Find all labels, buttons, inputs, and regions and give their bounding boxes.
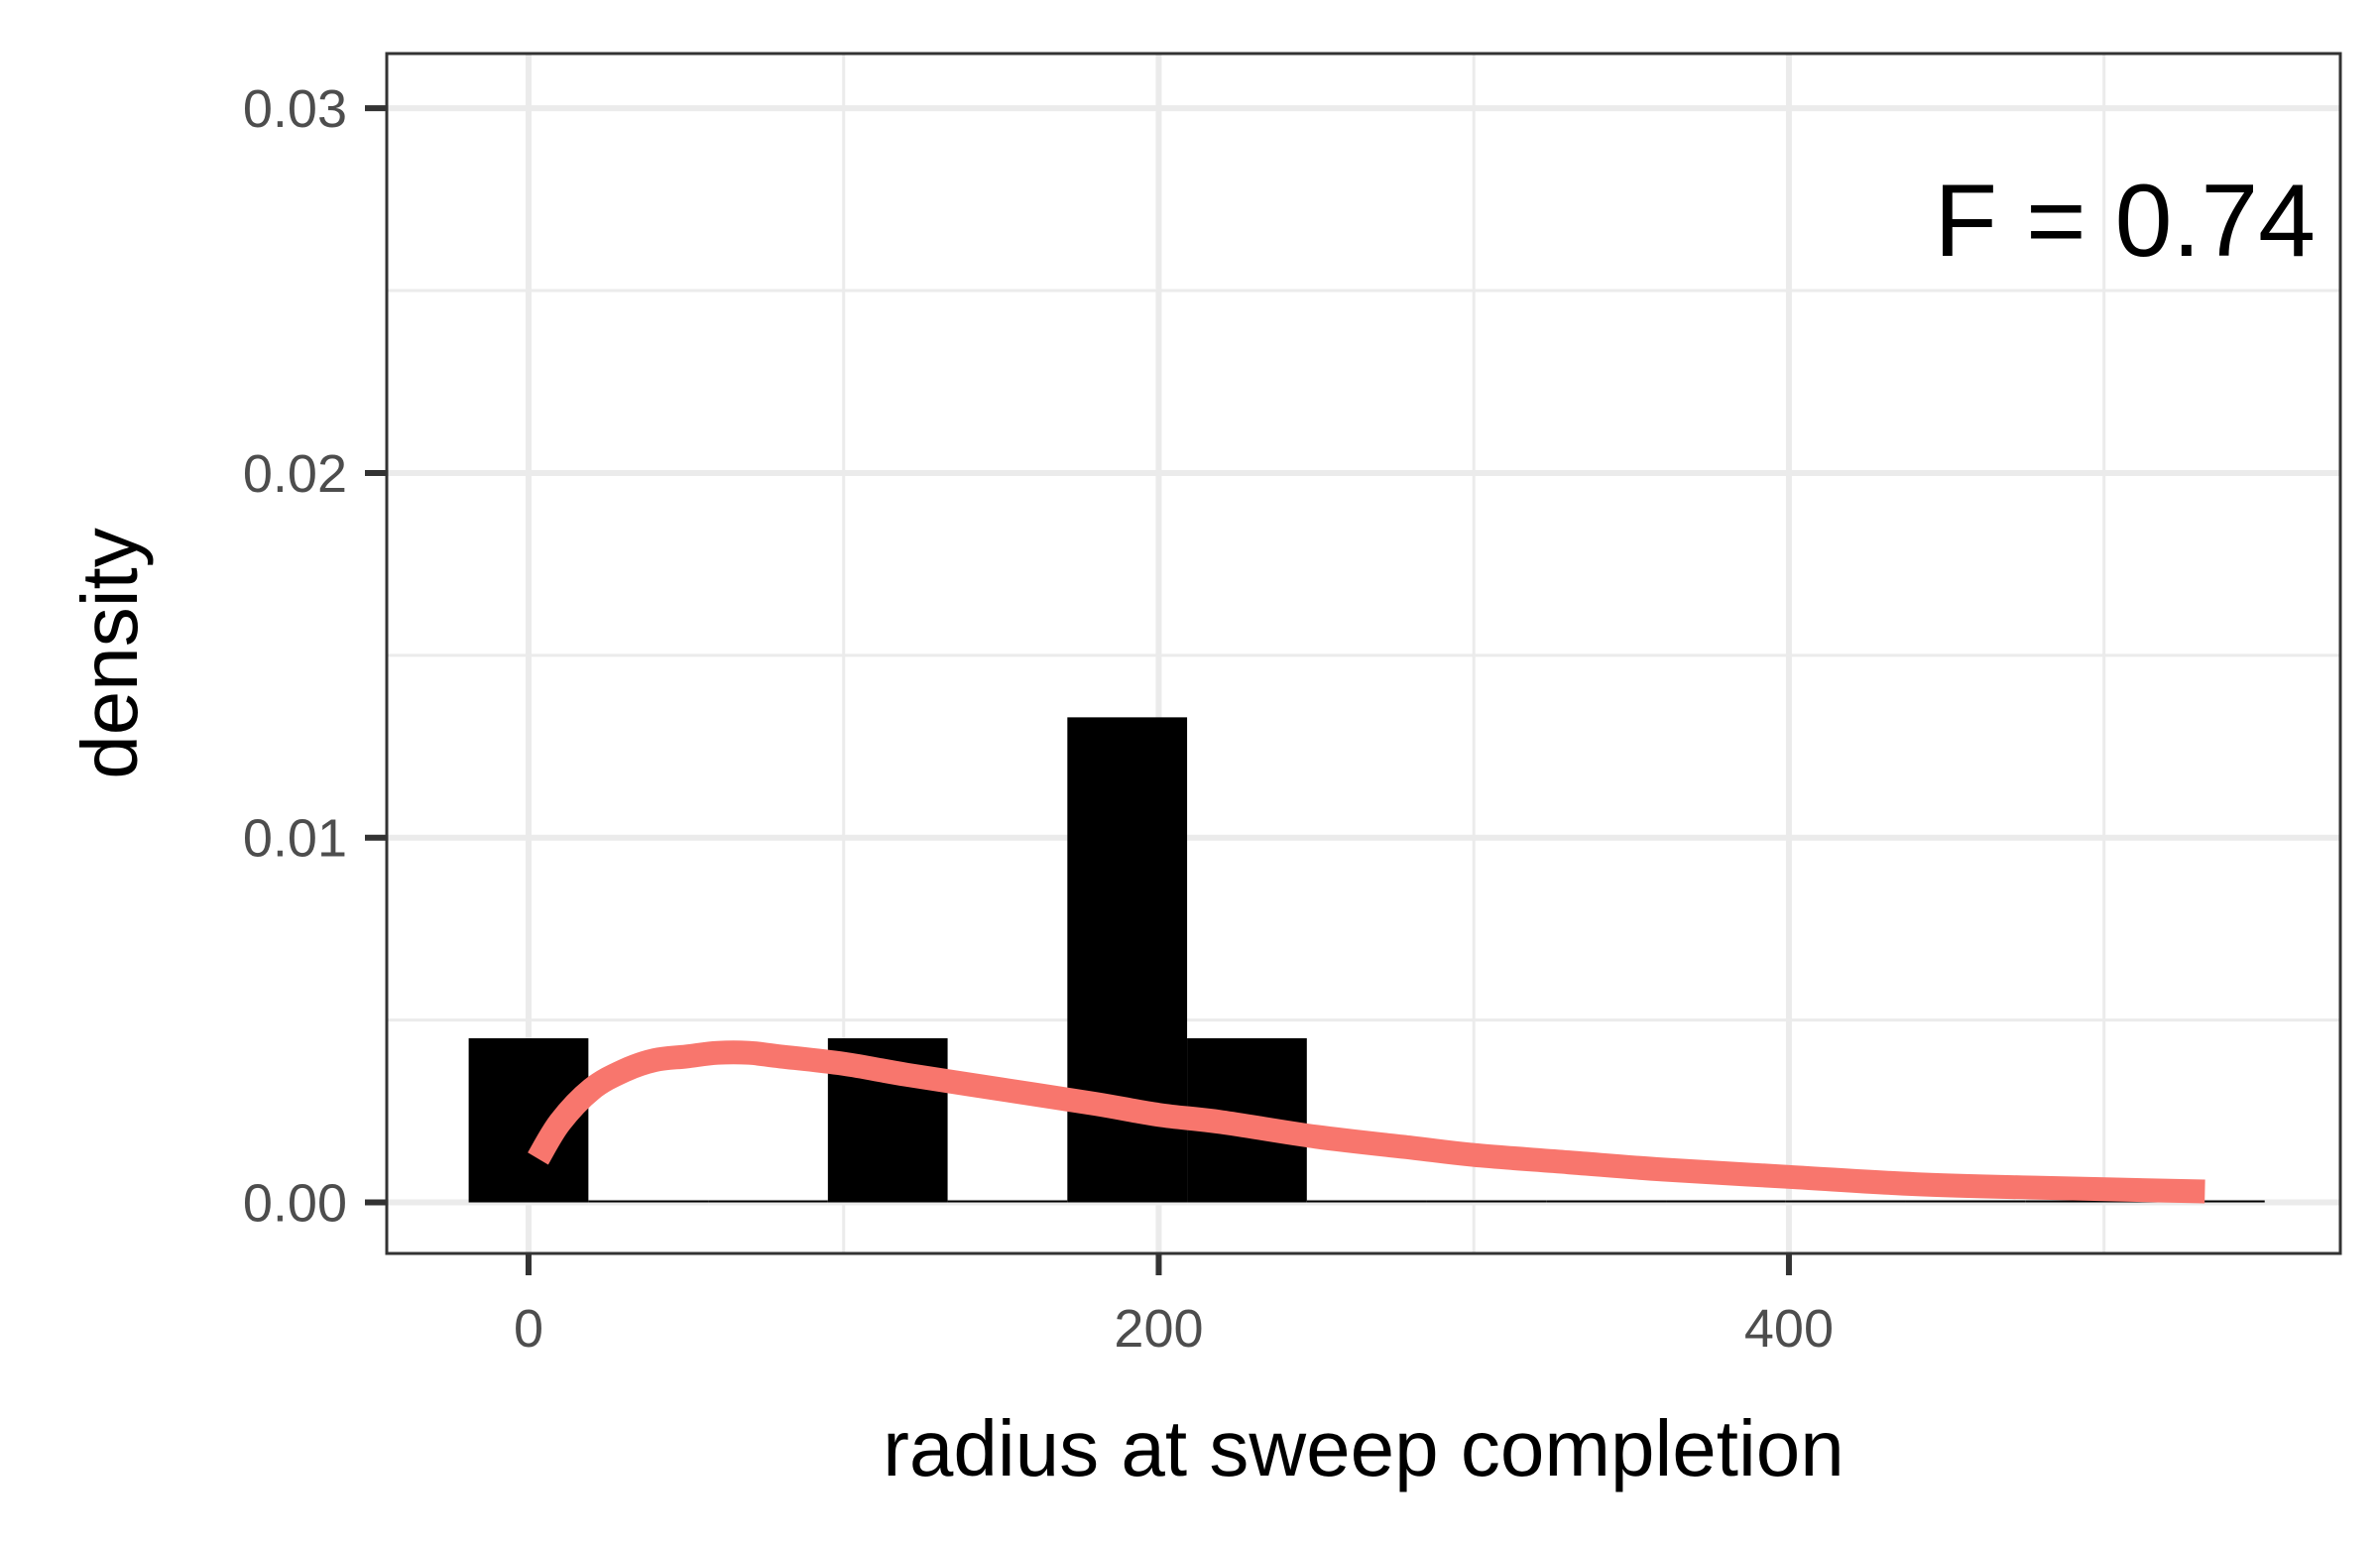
- y-tick-label: 0.00: [243, 1174, 347, 1234]
- histogram-bar: [1306, 1200, 1427, 1203]
- x-tick-label: 0: [514, 1299, 543, 1359]
- minor-gridlines: [387, 54, 2340, 1253]
- y-tick-label: 0.03: [243, 79, 347, 139]
- histogram-bar: [2025, 1200, 2145, 1203]
- histogram-bar: [1546, 1200, 1667, 1203]
- plot-panel-border: [385, 52, 2342, 1255]
- histogram-bar: [1067, 717, 1188, 1203]
- histogram-bar: [2145, 1200, 2265, 1203]
- x-tick-label: 200: [1114, 1299, 1203, 1359]
- chart-annotation: F = 0.74: [1935, 164, 2316, 279]
- histogram-bar: [1426, 1200, 1547, 1203]
- y-tick-label: 0.01: [243, 809, 347, 869]
- density-curve: [528, 1040, 2205, 1204]
- x-axis-title: radius at sweep completion: [883, 1404, 1844, 1492]
- histogram-bar: [947, 1200, 1068, 1203]
- histogram-bar: [1785, 1200, 1906, 1203]
- x-axis: 0 200 400: [514, 1253, 1834, 1359]
- histogram-bar: [708, 1200, 828, 1203]
- y-tick-label: 0.02: [243, 444, 347, 504]
- histogram-bar: [1666, 1200, 1786, 1203]
- histogram-bar: [588, 1200, 709, 1203]
- y-axis: 0.00 0.01 0.02 0.03: [243, 79, 387, 1234]
- y-axis-title: density: [65, 528, 154, 778]
- x-tick-label: 400: [1744, 1299, 1834, 1359]
- fitted-curve-layer: [528, 1040, 2205, 1204]
- histogram-bar: [1905, 1200, 2026, 1203]
